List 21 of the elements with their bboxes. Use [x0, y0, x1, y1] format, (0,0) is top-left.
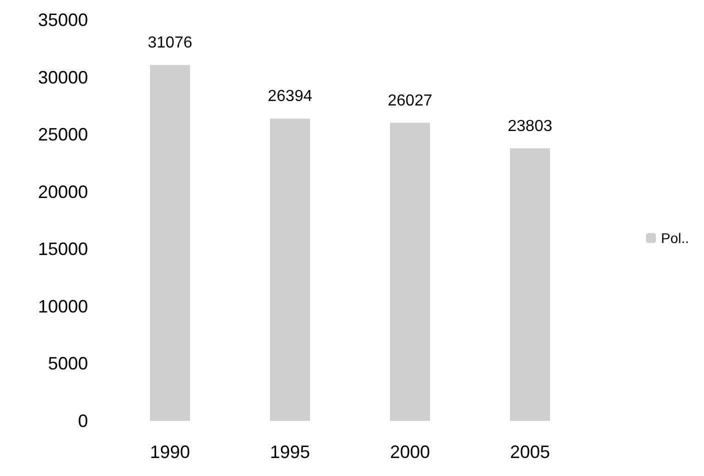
x-tick-label: 2005 — [510, 442, 550, 462]
bar — [510, 148, 550, 421]
y-tick-label: 0 — [78, 411, 88, 431]
bar — [150, 64, 190, 421]
legend-label: Pol.. — [660, 230, 689, 246]
y-tick-label: 15000 — [38, 239, 88, 260]
data-label: 26027 — [388, 92, 432, 110]
y-tick-label: 25000 — [38, 124, 88, 145]
data-label: 26394 — [268, 88, 312, 106]
bar — [390, 122, 430, 421]
bar — [270, 118, 310, 421]
y-tick-label: 20000 — [38, 182, 88, 202]
x-tick-label: 1995 — [270, 442, 310, 462]
y-tick-label: 10000 — [38, 296, 88, 316]
x-tick-label: 1990 — [150, 442, 190, 462]
y-tick-label: 30000 — [38, 67, 88, 88]
y-tick-label: 5000 — [48, 354, 88, 374]
y-tick-label: 35000 — [38, 10, 88, 30]
data-label: 23803 — [508, 118, 552, 135]
data-label: 31076 — [148, 34, 192, 52]
x-tick-label: 2000 — [390, 442, 430, 462]
